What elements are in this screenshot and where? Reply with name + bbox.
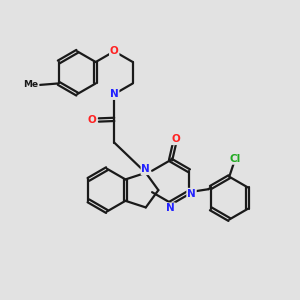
Text: Cl: Cl <box>230 154 241 164</box>
Text: O: O <box>110 46 118 56</box>
Text: Me: Me <box>23 80 39 89</box>
Text: N: N <box>187 189 196 199</box>
Text: O: O <box>171 134 180 144</box>
Text: N: N <box>166 203 175 213</box>
Text: N: N <box>110 89 118 99</box>
Text: N: N <box>141 164 150 174</box>
Text: O: O <box>88 115 97 125</box>
